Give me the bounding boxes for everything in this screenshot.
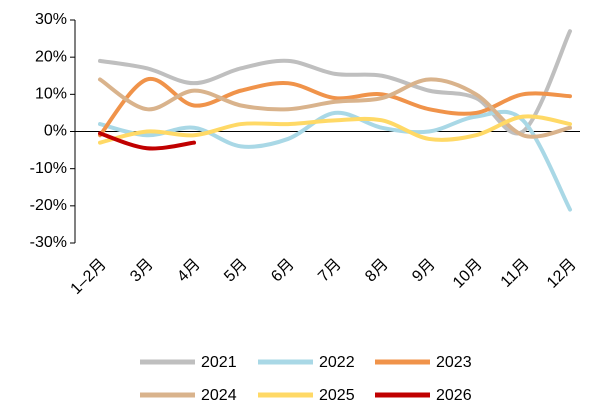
legend-label: 2026 xyxy=(436,387,472,404)
x-tick-label: 3月 xyxy=(127,256,157,286)
legend-label: 2023 xyxy=(436,354,472,371)
legend-label: 2025 xyxy=(319,387,355,404)
x-tick-label: 12月 xyxy=(544,256,580,292)
y-tick-label: 20% xyxy=(35,48,67,65)
y-tick-label: -30% xyxy=(30,234,67,251)
y-tick-label: 30% xyxy=(35,11,67,28)
x-tick-label: 8月 xyxy=(362,256,392,286)
series-line xyxy=(98,77,572,139)
x-tick-label: 4月 xyxy=(174,256,204,286)
legend-label: 2021 xyxy=(201,354,237,371)
legend-label: 2024 xyxy=(201,387,237,404)
x-tick-label: 7月 xyxy=(315,256,345,286)
x-tick-label: 6月 xyxy=(268,256,298,286)
x-tick-label: 11月 xyxy=(498,256,533,291)
series-line xyxy=(98,77,572,138)
series-line xyxy=(98,109,572,212)
x-tick-label: 9月 xyxy=(409,256,439,286)
legend-label: 2022 xyxy=(319,354,355,371)
series-line xyxy=(98,131,196,151)
y-tick-label: 0% xyxy=(44,123,67,140)
x-tick-label: 1–2月 xyxy=(68,256,110,298)
x-tick-label: 5月 xyxy=(221,256,251,286)
series-line xyxy=(98,114,572,145)
y-tick-label: -10% xyxy=(30,160,67,177)
x-tick-label: 10月 xyxy=(450,256,486,292)
series-line xyxy=(98,29,572,136)
y-tick-label: -20% xyxy=(30,197,67,214)
y-tick-label: 10% xyxy=(35,86,67,103)
